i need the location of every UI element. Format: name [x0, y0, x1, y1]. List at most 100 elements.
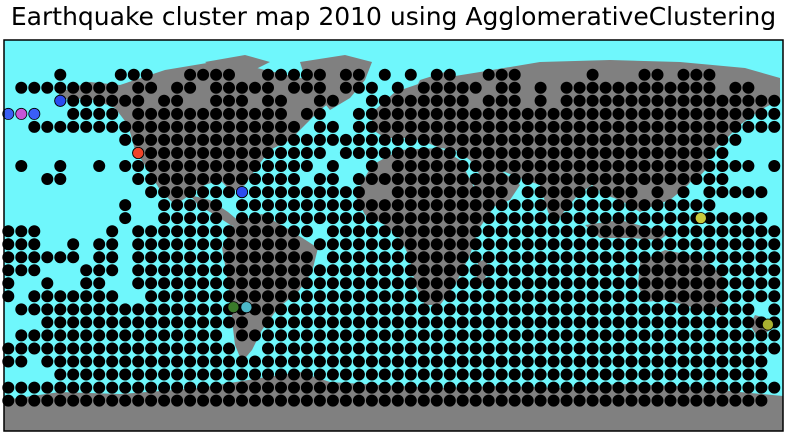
earthquake-point — [145, 290, 158, 303]
earthquake-point — [469, 368, 482, 381]
earthquake-point — [80, 120, 93, 133]
earthquake-point — [171, 120, 184, 133]
earthquake-point — [508, 316, 521, 329]
earthquake-point — [391, 342, 404, 355]
earthquake-point — [651, 159, 664, 172]
earthquake-point — [132, 342, 145, 355]
earthquake-point — [612, 355, 625, 368]
earthquake-point — [482, 94, 495, 107]
earthquake-point — [248, 277, 261, 290]
earthquake-point — [599, 81, 612, 94]
earthquake-point — [313, 81, 326, 94]
earthquake-point — [664, 394, 677, 407]
earthquake-point — [573, 107, 586, 120]
earthquake-point — [677, 290, 690, 303]
earthquake-point — [184, 277, 197, 290]
earthquake-point — [378, 212, 391, 225]
earthquake-point — [755, 381, 768, 394]
earthquake-point — [768, 303, 781, 316]
earthquake-point — [313, 120, 326, 133]
earthquake-point — [599, 290, 612, 303]
earthquake-point — [534, 329, 547, 342]
earthquake-point — [534, 199, 547, 212]
earthquake-cluster-point — [694, 212, 707, 225]
earthquake-point — [417, 303, 430, 316]
earthquake-point — [456, 238, 469, 251]
earthquake-point — [378, 68, 391, 81]
earthquake-point — [638, 146, 651, 159]
earthquake-point — [287, 264, 300, 277]
earthquake-point — [378, 146, 391, 159]
earthquake-point — [404, 277, 417, 290]
earthquake-point — [391, 290, 404, 303]
earthquake-point — [274, 264, 287, 277]
earthquake-point — [482, 303, 495, 316]
earthquake-point — [132, 133, 145, 146]
earthquake-point — [339, 316, 352, 329]
earthquake-point — [235, 264, 248, 277]
earthquake-point — [573, 238, 586, 251]
earthquake-point — [651, 355, 664, 368]
earthquake-point — [586, 212, 599, 225]
earthquake-point — [573, 94, 586, 107]
earthquake-point — [469, 172, 482, 185]
earthquake-point — [508, 81, 521, 94]
earthquake-point — [521, 251, 534, 264]
earthquake-point — [625, 133, 638, 146]
earthquake-cluster-point — [235, 186, 248, 199]
earthquake-point — [703, 120, 716, 133]
earthquake-point — [365, 238, 378, 251]
earthquake-point — [495, 381, 508, 394]
earthquake-point — [586, 394, 599, 407]
earthquake-point — [248, 120, 261, 133]
earthquake-point — [456, 225, 469, 238]
earthquake-point — [534, 342, 547, 355]
earthquake-point — [612, 238, 625, 251]
earthquake-point — [521, 342, 534, 355]
earthquake-point — [248, 394, 261, 407]
earthquake-point — [300, 251, 313, 264]
earthquake-point — [261, 368, 274, 381]
earthquake-point — [742, 329, 755, 342]
earthquake-point — [768, 225, 781, 238]
earthquake-point — [443, 264, 456, 277]
earthquake-point — [106, 355, 119, 368]
earthquake-point — [145, 381, 158, 394]
earthquake-point — [625, 264, 638, 277]
earthquake-point — [729, 251, 742, 264]
earthquake-point — [235, 107, 248, 120]
earthquake-point — [326, 159, 339, 172]
earthquake-point — [210, 264, 223, 277]
earthquake-point — [287, 172, 300, 185]
earthquake-point — [365, 329, 378, 342]
earthquake-point — [171, 133, 184, 146]
earthquake-point — [391, 381, 404, 394]
earthquake-point — [651, 264, 664, 277]
earthquake-point — [703, 172, 716, 185]
earthquake-point — [28, 238, 41, 251]
earthquake-point — [638, 199, 651, 212]
earthquake-cluster-point — [132, 146, 145, 159]
earthquake-point — [521, 172, 534, 185]
earthquake-point — [404, 172, 417, 185]
earthquake-point — [768, 329, 781, 342]
earthquake-point — [287, 329, 300, 342]
earthquake-point — [638, 120, 651, 133]
earthquake-point — [651, 290, 664, 303]
earthquake-point — [171, 277, 184, 290]
earthquake-point — [690, 342, 703, 355]
earthquake-point — [248, 133, 261, 146]
earthquake-point — [703, 68, 716, 81]
earthquake-point — [443, 394, 456, 407]
earthquake-point — [586, 342, 599, 355]
earthquake-point — [690, 120, 703, 133]
earthquake-point — [326, 94, 339, 107]
earthquake-point — [651, 107, 664, 120]
earthquake-point — [443, 342, 456, 355]
earthquake-point — [495, 133, 508, 146]
earthquake-point — [119, 368, 132, 381]
earthquake-point — [690, 199, 703, 212]
earthquake-point — [755, 107, 768, 120]
earthquake-point — [210, 225, 223, 238]
earthquake-point — [521, 238, 534, 251]
